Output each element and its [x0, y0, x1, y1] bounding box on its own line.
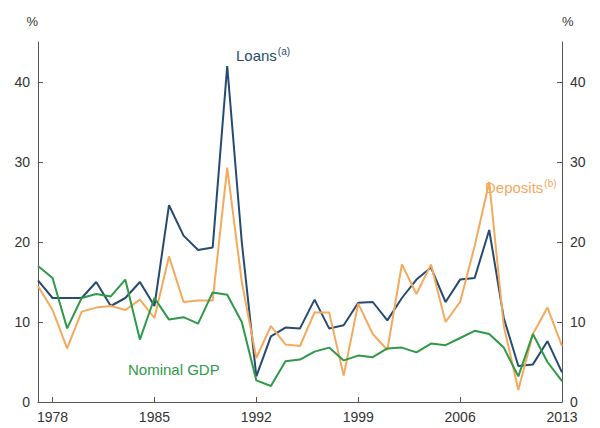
svg-text:1999: 1999: [343, 409, 374, 425]
svg-text:1992: 1992: [241, 409, 272, 425]
svg-text:40: 40: [14, 74, 30, 90]
svg-text:(a): (a): [278, 46, 290, 57]
svg-text:20: 20: [570, 234, 586, 250]
svg-text:1985: 1985: [139, 409, 170, 425]
svg-text:20: 20: [14, 234, 30, 250]
svg-text:2006: 2006: [445, 409, 476, 425]
svg-text:Nominal GDP: Nominal GDP: [128, 361, 220, 378]
svg-text:Loans: Loans: [236, 47, 277, 64]
svg-text:30: 30: [570, 154, 586, 170]
svg-text:40: 40: [570, 74, 586, 90]
svg-text:Deposits: Deposits: [485, 179, 543, 196]
svg-text:%: %: [562, 14, 574, 29]
svg-text:10: 10: [14, 314, 30, 330]
svg-text:30: 30: [14, 154, 30, 170]
svg-text:2013: 2013: [546, 409, 577, 425]
svg-text:1978: 1978: [37, 409, 68, 425]
svg-text:0: 0: [22, 394, 30, 410]
svg-text:0: 0: [570, 394, 578, 410]
svg-text:%: %: [26, 14, 38, 29]
svg-text:(b): (b): [544, 178, 556, 189]
svg-text:10: 10: [570, 314, 586, 330]
